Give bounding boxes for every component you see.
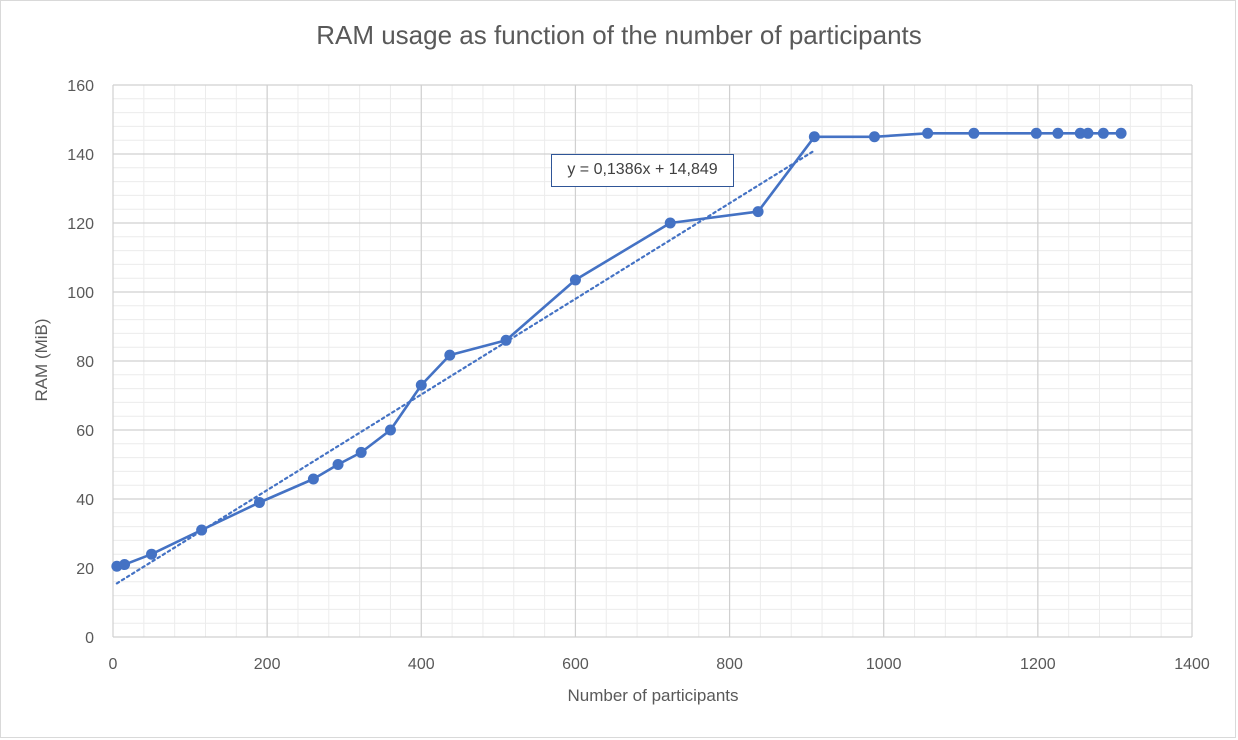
x-tick-labels: 0 200 400 600 800 1000 1200 1400 <box>109 656 1210 673</box>
x-tick-label: 600 <box>562 656 589 673</box>
data-point <box>968 127 980 139</box>
y-tick-label: 0 <box>85 630 94 647</box>
data-point <box>868 131 880 143</box>
x-tick-label: 1400 <box>1174 656 1210 673</box>
data-point <box>332 459 344 470</box>
data-point <box>415 379 427 391</box>
x-tick-label: 200 <box>254 656 281 673</box>
data-point <box>500 334 512 346</box>
data-point <box>196 524 208 536</box>
data-point <box>444 349 456 361</box>
x-tick-label: 400 <box>408 656 435 673</box>
data-point <box>253 496 265 508</box>
trendline <box>115 149 816 585</box>
series-layer <box>111 127 1127 572</box>
chart-title: RAM usage as function of the number of p… <box>316 20 922 50</box>
y-axis-label: RAM (MiB) <box>32 318 51 402</box>
data-point <box>1074 127 1086 139</box>
data-point <box>1030 127 1042 139</box>
data-point <box>1097 127 1109 139</box>
data-point <box>384 424 396 436</box>
trendline-layer <box>115 149 816 585</box>
y-tick-label: 20 <box>76 561 94 578</box>
data-point <box>1115 127 1127 139</box>
x-tick-label: 1200 <box>1020 656 1056 673</box>
data-point <box>808 131 820 143</box>
y-tick-label: 120 <box>67 216 94 233</box>
data-point <box>569 274 581 286</box>
data-point <box>355 446 367 458</box>
data-point <box>146 548 158 560</box>
data-point <box>752 206 764 218</box>
y-tick-labels: 0 20 40 60 80 100 120 140 160 <box>67 78 94 647</box>
x-tick-label: 800 <box>716 656 743 673</box>
y-tick-label: 100 <box>67 285 94 302</box>
data-point <box>1082 127 1094 139</box>
y-tick-label: 40 <box>76 492 94 509</box>
y-tick-label: 60 <box>76 423 94 440</box>
data-point <box>922 127 934 139</box>
y-tick-label: 140 <box>67 147 94 164</box>
data-point <box>307 473 319 485</box>
x-tick-label: 1000 <box>866 656 902 673</box>
data-point <box>119 559 131 571</box>
y-tick-label: 80 <box>76 354 94 371</box>
trendline-equation: y = 0,1386x + 14,849 <box>551 154 734 187</box>
y-tick-label: 160 <box>67 78 94 95</box>
x-tick-label: 0 <box>109 656 118 673</box>
data-point <box>1052 127 1064 139</box>
data-point <box>664 217 676 229</box>
x-axis-label: Number of participants <box>567 686 739 705</box>
